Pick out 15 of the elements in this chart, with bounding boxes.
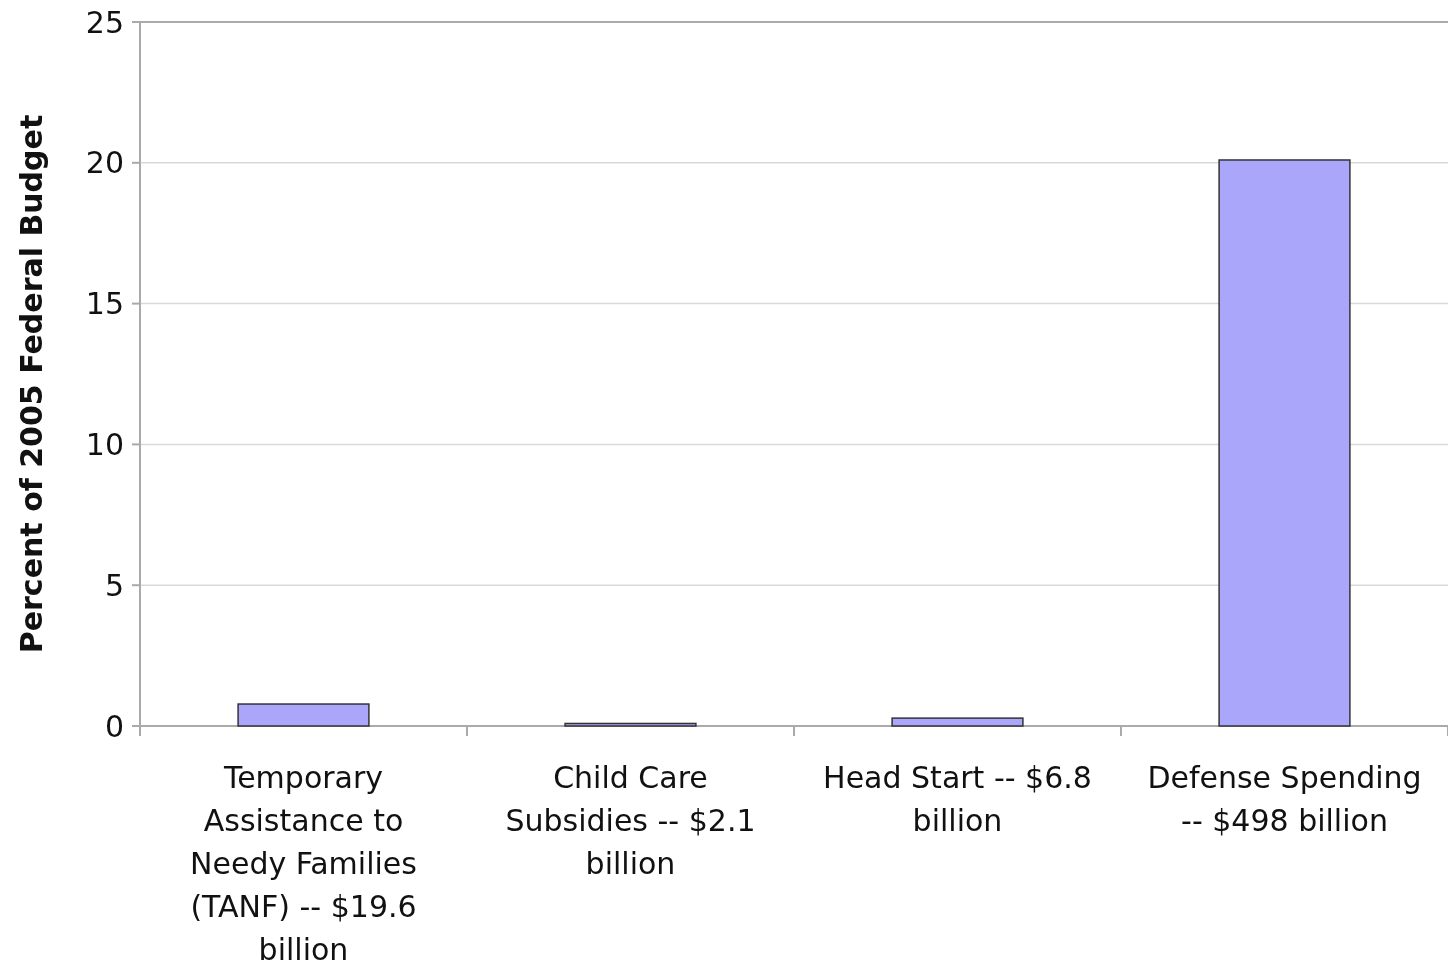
bar xyxy=(891,717,1024,727)
x-tick-label: Temporary Assistance to Needy Families (TANF) -- $19.6 billion xyxy=(190,760,417,967)
bar xyxy=(237,703,370,727)
x-tick-label: Defense Spending -- $498 billion xyxy=(1147,760,1422,838)
bar xyxy=(1218,159,1351,727)
y-tick-label: 0 xyxy=(104,708,124,744)
y-tick-label: 25 xyxy=(85,4,124,40)
y-axis-title: Percent of 2005 Federal Budget xyxy=(14,114,49,654)
bar xyxy=(564,722,697,727)
y-tick-label: 15 xyxy=(85,286,124,322)
y-tick-label: 20 xyxy=(85,145,124,181)
x-tick-label: Child Care Subsidies -- $2.1 billion xyxy=(505,760,756,881)
x-tick-label: Head Start -- $6.8 billion xyxy=(823,760,1092,838)
y-tick-label: 10 xyxy=(85,426,124,462)
y-tick-label: 5 xyxy=(104,567,124,603)
